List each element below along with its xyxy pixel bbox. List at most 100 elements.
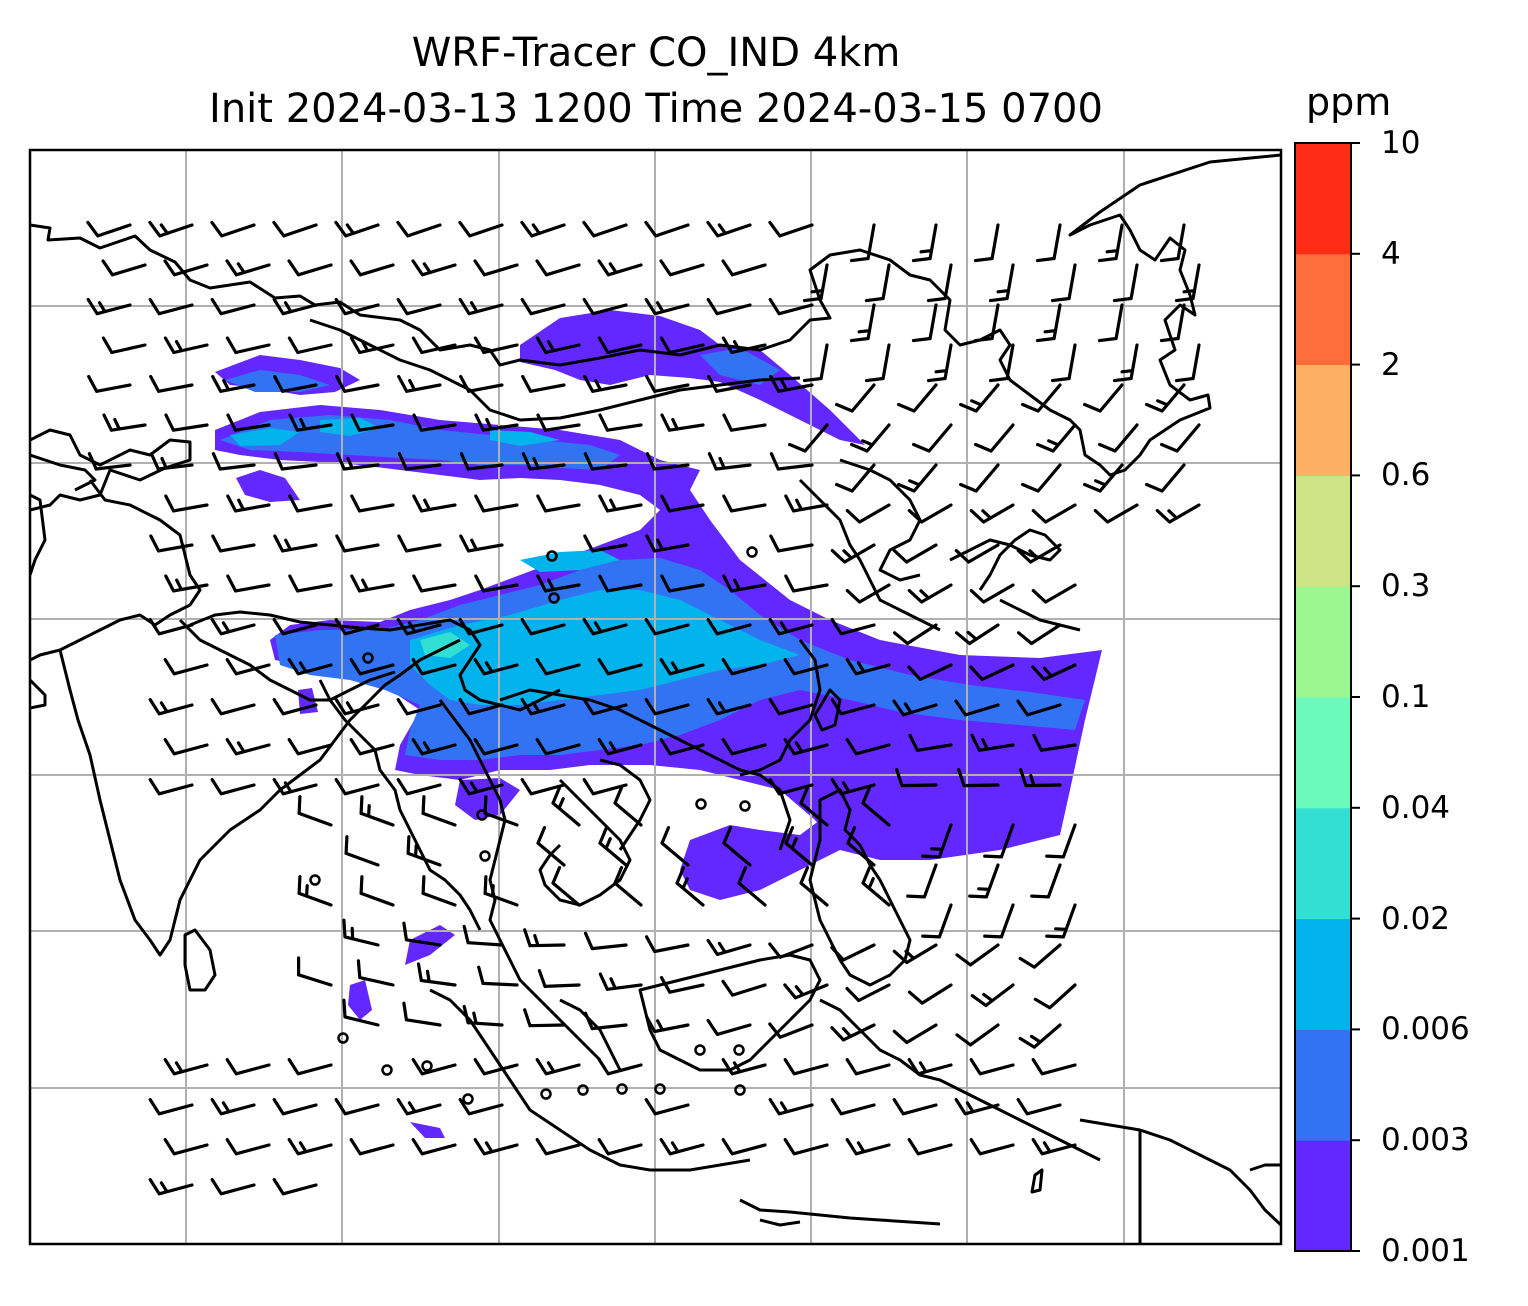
wind-barb xyxy=(272,1178,318,1196)
wind-barb xyxy=(864,263,891,303)
wind-barb xyxy=(396,618,442,636)
wind-barb xyxy=(613,786,643,827)
wind-barb xyxy=(783,983,829,1000)
colorbar-tick-label: 0.001 xyxy=(1381,1233,1470,1269)
wind-barb xyxy=(459,374,504,393)
wind-barb xyxy=(397,452,442,471)
wind-barb xyxy=(148,220,194,238)
wind-barb xyxy=(101,259,147,277)
wind-barb xyxy=(1160,423,1201,453)
wind-barb xyxy=(458,1098,504,1116)
wind-barb xyxy=(645,534,690,553)
calm-wind-marker xyxy=(695,798,707,810)
wind-barb xyxy=(412,494,457,513)
wind-barb xyxy=(163,1058,209,1076)
wind-barb xyxy=(645,1015,690,1034)
wind-barb xyxy=(210,778,256,796)
wind-barb xyxy=(659,1138,705,1156)
wind-barb xyxy=(520,618,566,636)
wind-barb xyxy=(272,1098,318,1116)
wind-barb xyxy=(835,463,876,493)
wind-barb xyxy=(477,965,519,987)
calm-wind-marker xyxy=(577,1084,589,1096)
wind-barb xyxy=(969,503,1015,524)
wind-barb xyxy=(722,574,767,593)
wind-barb xyxy=(955,943,1000,967)
calm-wind-marker xyxy=(479,850,491,862)
wind-barb xyxy=(830,698,876,716)
wind-barb xyxy=(845,503,891,524)
wind-barb xyxy=(287,658,333,676)
wind-barb xyxy=(598,494,643,513)
wind-barb xyxy=(973,223,1000,263)
wind-barb xyxy=(473,1138,519,1156)
wind-barb xyxy=(287,1058,333,1076)
wind-barb xyxy=(784,574,829,593)
wind-barb xyxy=(535,658,581,676)
colorbar-segment xyxy=(1295,475,1351,587)
wind-barb xyxy=(462,924,504,947)
wind-barb xyxy=(402,1001,442,1027)
map-frame xyxy=(28,148,1283,1246)
wind-barb xyxy=(892,1023,938,1045)
wind-barb xyxy=(835,383,876,413)
wind-barb xyxy=(737,866,767,907)
wind-barb xyxy=(970,733,1015,752)
calm-wind-marker xyxy=(421,1060,433,1072)
wind-barb xyxy=(1019,768,1062,788)
wind-barb xyxy=(273,534,318,553)
colorbar xyxy=(1295,142,1360,1252)
wind-barb xyxy=(799,866,829,907)
calm-wind-marker xyxy=(733,1044,745,1056)
wind-barb xyxy=(722,413,767,432)
wind-barb xyxy=(411,336,457,355)
wind-barb xyxy=(523,928,566,948)
wind-barb xyxy=(911,303,938,343)
wind-barb xyxy=(297,875,333,907)
wind-barb xyxy=(907,503,953,524)
plot-title-line1: WRF-Tracer CO_IND 4km xyxy=(411,30,901,76)
colorbar-segment xyxy=(1295,364,1351,476)
wind-barb xyxy=(272,778,318,796)
wind-barb xyxy=(335,534,380,553)
wind-barb xyxy=(911,223,938,263)
wind-barb xyxy=(783,658,829,676)
wind-barb xyxy=(273,374,318,393)
wind-barb xyxy=(211,374,256,393)
wind-barb xyxy=(659,976,705,994)
wind-barb xyxy=(148,1178,194,1196)
wind-barb xyxy=(210,618,256,636)
wind-barb xyxy=(396,297,442,316)
wind-barb xyxy=(148,297,194,316)
wind-barb xyxy=(783,1138,829,1156)
wind-barb xyxy=(273,452,318,471)
wind-barb xyxy=(768,618,814,636)
wind-barb xyxy=(907,663,953,681)
wind-barb xyxy=(396,698,442,716)
map-gridlines xyxy=(30,150,1281,1244)
wind-barb xyxy=(644,618,690,636)
wind-barb xyxy=(335,374,380,393)
wind-barb xyxy=(802,263,829,303)
coastlines xyxy=(30,153,1281,1244)
wind-barb xyxy=(955,623,1000,646)
wind-barb xyxy=(288,574,333,593)
wind-barb xyxy=(769,534,814,553)
wind-barb xyxy=(537,969,581,988)
wind-barb xyxy=(784,494,829,513)
wind-barb xyxy=(768,220,814,238)
wind-barb xyxy=(892,543,938,564)
colorbar-tick-label: 0.04 xyxy=(1381,789,1451,826)
wind-barb xyxy=(659,336,705,355)
wind-barb xyxy=(225,738,271,756)
wind-barb xyxy=(1145,463,1186,493)
wind-barb xyxy=(613,866,643,907)
wind-barb xyxy=(210,698,256,716)
wind-barb xyxy=(416,962,457,987)
wind-barb xyxy=(721,1138,767,1156)
wind-barb xyxy=(1083,383,1124,413)
wind-barb xyxy=(396,220,442,238)
wind-barb xyxy=(583,452,628,471)
wind-barb xyxy=(659,738,705,756)
wind-barb xyxy=(861,866,891,907)
